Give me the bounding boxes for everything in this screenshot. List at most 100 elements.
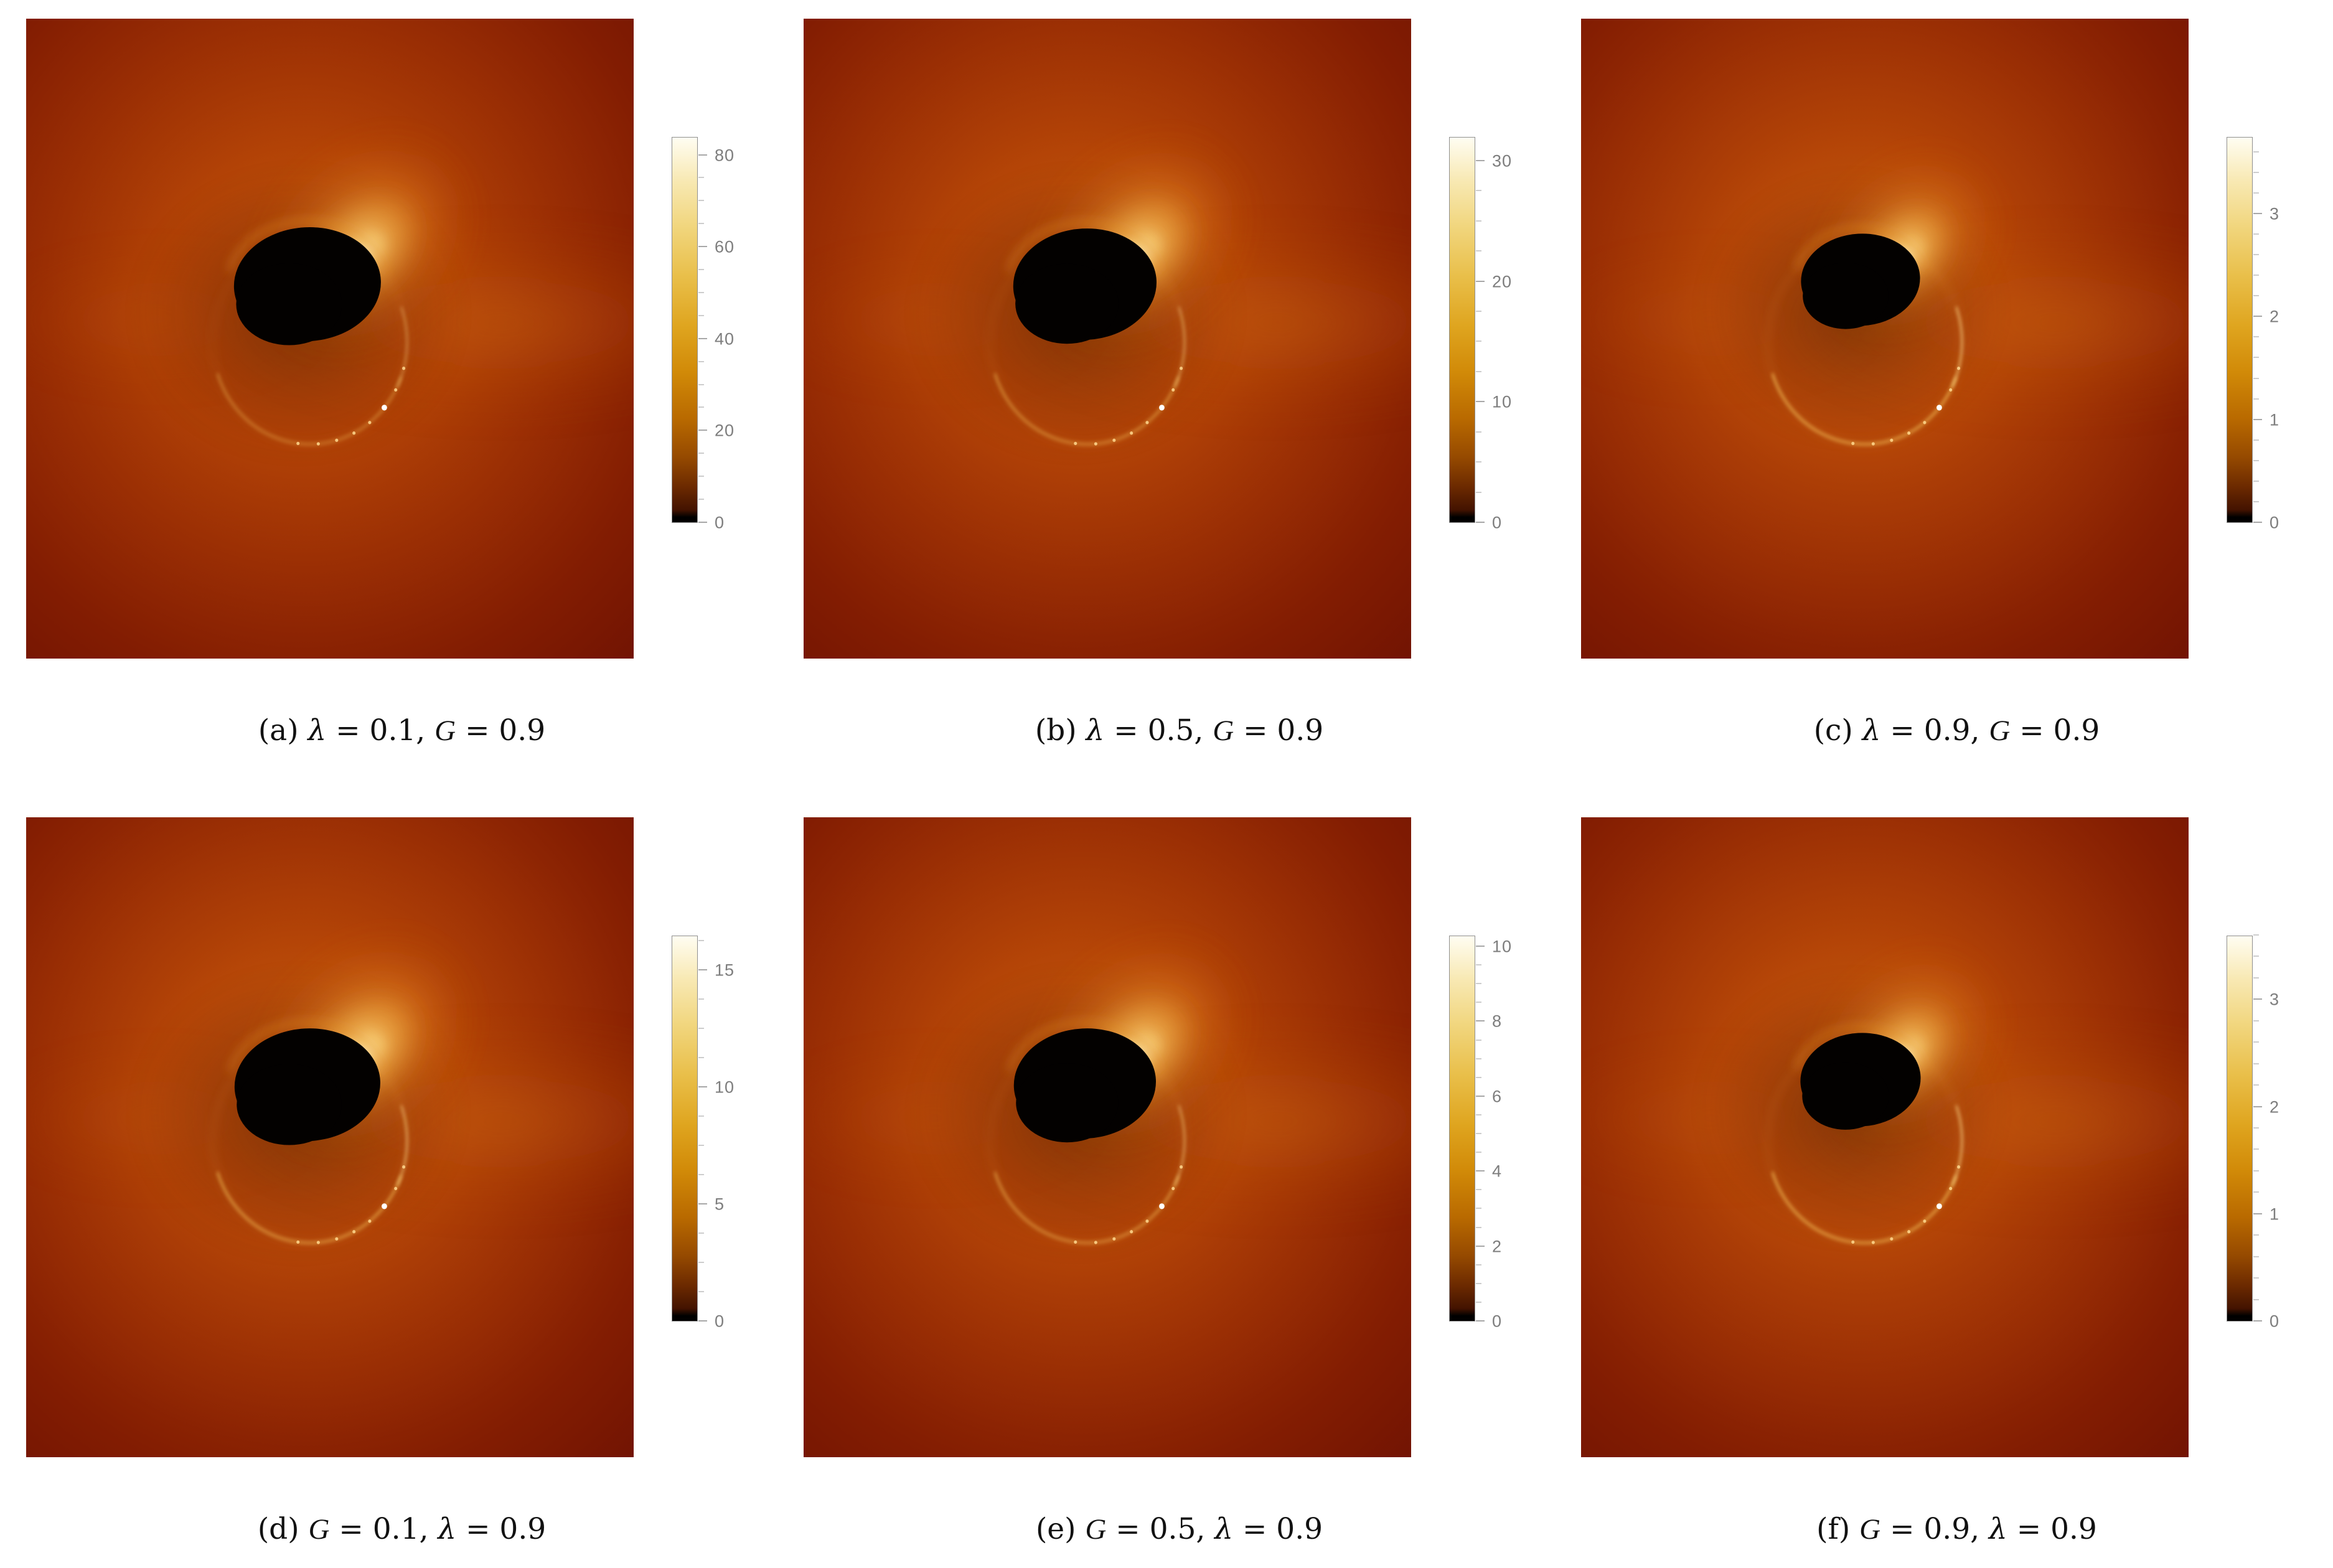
colorbar-minor-tick: [1476, 1226, 1481, 1228]
colorbar-minor-tick: [1476, 1039, 1481, 1041]
caption-segment: (f): [1816, 1512, 1860, 1546]
colorbar-ticks-d: 0 5 10 15: [698, 936, 777, 1330]
colorbar-minor-tick: [698, 314, 704, 316]
colorbar-gradient-c: [2227, 137, 2253, 523]
colorbar-minor-tick: [2253, 1298, 2259, 1300]
colorbar-minor-tick: [2253, 357, 2259, 359]
colorbar-minor-tick: [698, 453, 704, 454]
colorbar-minor-tick: [698, 360, 704, 362]
colorbar-major-tick: [698, 1086, 707, 1088]
colorbar-minor-tick: [2253, 934, 2259, 936]
colorbar-e: 0 2 4 6 8 10: [1449, 817, 1555, 1457]
colorbar-major-tick: [1476, 1020, 1485, 1022]
colorbar-tick-label: 20: [715, 421, 735, 440]
colorbar-minor-tick: [698, 383, 704, 385]
colorbar-major-tick: [1476, 401, 1485, 403]
caption-segment: (d): [257, 1512, 309, 1546]
blackhole-image-a: [26, 19, 634, 659]
colorbar-minor-tick: [698, 1232, 704, 1234]
colorbar-major-tick: [1476, 946, 1485, 947]
panel-a: 0 20 40 60 80 (a) λ = 0.1, G = 0.9: [0, 19, 777, 748]
caption-segment: λ: [1214, 1512, 1234, 1546]
caption-segment: G: [1213, 715, 1234, 747]
colorbar-minor-tick: [2253, 1041, 2259, 1043]
colorbar-minor-tick: [698, 1174, 704, 1176]
colorbar-minor-tick: [2253, 295, 2259, 297]
colorbar-major-tick: [698, 969, 707, 971]
colorbar-minor-tick: [1476, 431, 1481, 433]
colorbar-gradient-f: [2227, 936, 2253, 1322]
caption-segment: (a): [258, 713, 308, 748]
colorbar-minor-tick: [2253, 254, 2259, 256]
panel-d: 0 5 10 15 (d) G = 0.1, λ = 0.9: [0, 817, 777, 1546]
colorbar-minor-tick: [1476, 250, 1481, 252]
colorbar-ticks-e: 0 2 4 6 8 10: [1476, 936, 1554, 1330]
colorbar-minor-tick: [2253, 459, 2259, 461]
colorbar-minor-tick: [698, 940, 704, 942]
colorbar-tick-label: 0: [2270, 513, 2280, 532]
caption-segment: (c): [1813, 713, 1862, 748]
colorbar-minor-tick: [1476, 1282, 1481, 1284]
colorbar-major-tick: [698, 246, 707, 248]
colorbar-minor-tick: [2253, 955, 2259, 957]
colorbar-a: 0 20 40 60 80: [672, 19, 777, 659]
colorbar-tick-label: 60: [715, 237, 735, 256]
colorbar-major-tick: [2253, 1213, 2262, 1214]
colorbar-d: 0 5 10 15: [672, 817, 777, 1457]
colorbar-minor-tick: [1476, 491, 1481, 493]
colorbar-major-tick: [2253, 1320, 2262, 1322]
colorbar-minor-tick: [2253, 377, 2259, 379]
colorbar-minor-tick: [2253, 233, 2259, 235]
colorbar-tick-label: 3: [2270, 990, 2280, 1009]
colorbar-ticks-c: 0 1 2 3: [2253, 137, 2332, 531]
caption-segment: = 0.9: [1233, 1512, 1323, 1546]
colorbar-ticks-a: 0 20 40 60 80: [698, 137, 777, 531]
colorbar-major-tick: [698, 1320, 707, 1322]
colorbar-minor-tick: [698, 200, 704, 202]
colorbar-tick-label: 10: [1492, 392, 1513, 411]
colorbar-major-tick: [698, 337, 707, 339]
caption-segment: G: [308, 1513, 330, 1546]
panel-e: 0 2 4 6 8 10 (e) G = 0.5, λ = 0.9: [777, 817, 1555, 1546]
colorbar-minor-tick: [1476, 1002, 1481, 1003]
caption-segment: = 0.9,: [1880, 1512, 1989, 1546]
colorbar-ticks-f: 0 1 2 3: [2253, 934, 2332, 1330]
colorbar-minor-tick: [1476, 1264, 1481, 1265]
caption-segment: = 0.9: [456, 713, 546, 748]
colorbar-major-tick: [698, 522, 707, 523]
colorbar-minor-tick: [698, 223, 704, 225]
colorbar-gradient-b: [1449, 137, 1475, 523]
caption-segment: λ: [438, 1512, 457, 1546]
colorbar-minor-tick: [2253, 1234, 2259, 1236]
colorbar-tick-label: 3: [2270, 204, 2280, 223]
colorbar-ticks-b: 0 10 20 30: [1476, 137, 1554, 531]
colorbar-major-tick: [2253, 213, 2262, 214]
panel-b: 0 10 20 30 (b) λ = 0.5, G = 0.9: [777, 19, 1555, 748]
colorbar-major-tick: [698, 1203, 707, 1205]
colorbar-f: 0 1 2 3: [2227, 817, 2332, 1457]
colorbar-major-tick: [1476, 280, 1485, 282]
colorbar-tick-label: 8: [1492, 1012, 1503, 1031]
colorbar-tick-label: 0: [2270, 1312, 2280, 1331]
colorbar-minor-tick: [1476, 1189, 1481, 1191]
colorbar-major-tick: [1476, 1095, 1485, 1097]
colorbar-minor-tick: [1476, 983, 1481, 985]
caption-segment: G: [434, 715, 456, 747]
caption-segment: = 0.1,: [326, 713, 435, 748]
colorbar-minor-tick: [2253, 398, 2259, 400]
colorbar-tick-label: 0: [715, 513, 725, 532]
colorbar-major-tick: [1476, 1170, 1485, 1172]
colorbar-tick-label: 10: [1492, 937, 1513, 956]
colorbar-minor-tick: [1476, 964, 1481, 966]
colorbar-tick-label: 80: [715, 146, 735, 165]
colorbar-minor-tick: [2253, 1127, 2259, 1129]
caption-segment: = 0.9: [1234, 713, 1324, 748]
colorbar-tick-label: 1: [2270, 410, 2280, 430]
colorbar-minor-tick: [1476, 340, 1481, 342]
caption-segment: λ: [307, 713, 327, 748]
caption-segment: G: [1085, 1513, 1107, 1546]
colorbar-minor-tick: [1476, 1058, 1481, 1059]
colorbar-b: 0 10 20 30: [1449, 19, 1555, 659]
colorbar-minor-tick: [698, 1115, 704, 1117]
